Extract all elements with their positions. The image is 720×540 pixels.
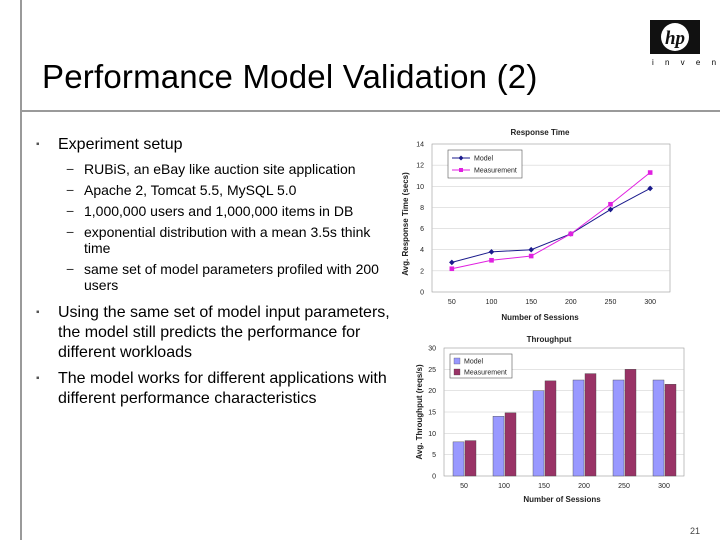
data-point <box>568 231 574 237</box>
response-time-chart: Response Time Number of Sessions Avg. Re… <box>401 128 671 322</box>
chart-title: Response Time <box>511 128 571 137</box>
data-point <box>528 253 534 259</box>
bullet-experiment-setup: Experiment setup <box>36 135 396 155</box>
x-tick-label: 250 <box>618 483 630 490</box>
x-tick-label: 100 <box>498 483 510 490</box>
sub-bullet: Apache 2, Tomcat 5.5, MySQL 5.0 <box>36 182 396 198</box>
y-tick-label: 10 <box>428 431 436 438</box>
y-tick-label: 4 <box>420 247 424 254</box>
legend: Model Measurement <box>447 149 523 179</box>
x-tick-label: 150 <box>538 483 550 490</box>
x-axis-title: Number of Sessions <box>501 313 579 322</box>
hp-logo: hp <box>650 20 700 54</box>
sub-bullet: same set of model parameters profiled wi… <box>36 261 396 293</box>
x-tick-label: 50 <box>448 299 456 306</box>
bar-model <box>612 379 625 477</box>
legend-marker <box>459 168 463 172</box>
y-tick-label: 30 <box>428 346 436 353</box>
bar-measurement <box>624 369 637 477</box>
sub-bullet: RUBiS, an eBay like auction site applica… <box>36 161 396 177</box>
y-tick-label: 8 <box>420 205 424 212</box>
x-tick-label: 100 <box>486 299 498 306</box>
legend-label: Measurement <box>464 370 507 377</box>
bullet-different-applications: The model works for different applicatio… <box>36 369 396 409</box>
slide-title: Performance Model Validation (2) <box>42 58 538 95</box>
y-tick-label: 25 <box>428 367 436 374</box>
bar-model <box>492 416 505 477</box>
data-point <box>449 266 455 272</box>
legend-label: Measurement <box>474 168 517 175</box>
left-border-line <box>20 0 22 540</box>
legend-label: Model <box>464 359 484 366</box>
legend-marker <box>458 155 464 161</box>
bar-model <box>652 379 665 477</box>
data-point <box>528 246 534 253</box>
bar-model <box>452 441 465 477</box>
y-tick-label: 5 <box>432 452 436 459</box>
data-point <box>647 185 653 192</box>
sub-bullet: 1,000,000 users and 1,000,000 items in D… <box>36 203 396 219</box>
data-point <box>489 257 494 263</box>
legend-box <box>447 149 523 179</box>
x-axis-title: Number of Sessions <box>523 495 601 504</box>
bar-measurement <box>544 380 557 477</box>
bar-measurement <box>584 373 597 477</box>
bar-measurement <box>464 440 477 477</box>
x-tick-label: 50 <box>460 483 468 490</box>
bar-measurement <box>504 412 517 477</box>
sub-bullet: exponential distribution with a mean 3.5… <box>36 224 396 256</box>
y-tick-label: 14 <box>416 142 424 149</box>
bar-model <box>532 390 545 477</box>
y-axis-title: Avg. Throughput (reqs/s) <box>415 364 424 460</box>
series-line-model <box>451 187 651 263</box>
y-axis-title: Avg. Response Time (secs) <box>401 172 410 276</box>
legend: Model Measurement <box>449 353 513 379</box>
x-tick-label: 250 <box>605 299 617 306</box>
y-tick-label: 20 <box>428 388 436 395</box>
x-tick-label: 300 <box>644 299 656 306</box>
x-tick-label: 200 <box>578 483 590 490</box>
legend-label: Model <box>474 156 494 163</box>
bullet-same-parameters: Using the same set of model input parame… <box>36 303 396 363</box>
y-tick-label: 15 <box>428 410 436 417</box>
legend-swatch <box>453 357 461 365</box>
chart-title: Throughput <box>527 335 572 344</box>
bullet-list: Experiment setup RUBiS, an eBay like auc… <box>36 135 396 415</box>
data-point <box>647 170 653 175</box>
x-tick-label: 150 <box>525 299 537 306</box>
y-tick-label: 0 <box>432 474 436 481</box>
page-number: 21 <box>690 526 701 536</box>
x-tick-label: 200 <box>565 299 577 306</box>
y-tick-label: 2 <box>420 268 424 275</box>
logo-text: hp <box>665 28 685 49</box>
y-tick-label: 12 <box>416 163 424 170</box>
sub-bullet-list: RUBiS, an eBay like auction site applica… <box>36 161 396 293</box>
throughput-chart: Throughput Number of Sessions Avg. Throu… <box>415 335 685 504</box>
logo-tagline: i n v e n t <box>652 58 720 67</box>
series-line-measurement <box>451 172 651 270</box>
title-underline <box>20 110 720 112</box>
legend-swatch <box>453 368 461 376</box>
legend-box <box>449 353 513 379</box>
y-tick-label: 10 <box>416 184 424 191</box>
bar-measurement <box>664 384 677 477</box>
x-tick-label: 300 <box>658 483 670 490</box>
data-point <box>488 249 495 255</box>
bar-model <box>572 379 585 477</box>
y-tick-label: 6 <box>420 226 424 233</box>
data-point <box>608 201 613 207</box>
y-tick-label: 0 <box>420 290 424 297</box>
